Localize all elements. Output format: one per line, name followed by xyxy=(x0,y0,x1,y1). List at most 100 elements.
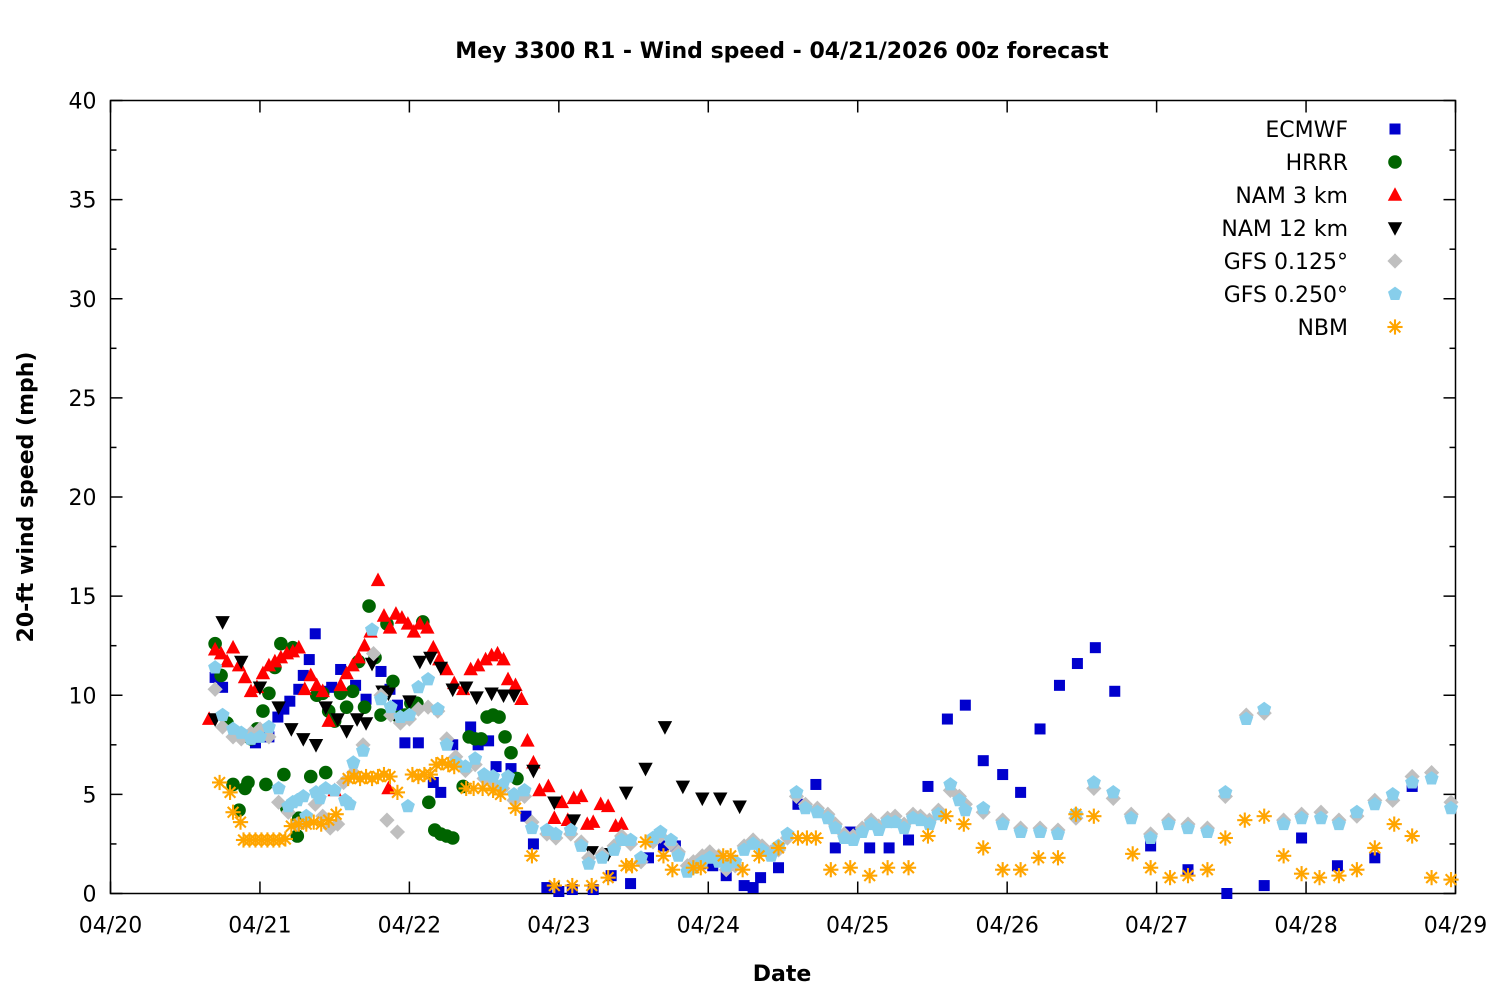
ECMWF-point xyxy=(1296,832,1308,844)
x-axis-tick-labels: 04/20 04/21 04/22 04/23 04/24 04/25 04/26 04/27… xyxy=(79,914,1487,939)
HRRR-point xyxy=(492,710,506,724)
NBM-point xyxy=(938,808,954,824)
NBM-legend-marker xyxy=(1387,319,1403,335)
GFS 0.250°-point xyxy=(653,824,668,838)
HRRR-point xyxy=(504,745,518,760)
NAM 12 km-legend-marker xyxy=(1387,222,1403,236)
x-tick-label: 04/21 xyxy=(228,914,291,939)
GFS 0.250°-point xyxy=(234,725,249,739)
ECMWF-point xyxy=(1015,786,1027,798)
ECMWF-point xyxy=(284,695,296,707)
NBM-point xyxy=(1423,870,1440,886)
legend-entry-ECMWF: ECMWF xyxy=(1265,118,1401,143)
ECMWF-point xyxy=(1221,888,1233,899)
HRRR-point xyxy=(345,684,360,699)
GFS 0.250°-point xyxy=(430,701,445,716)
GFS 0.125°-point xyxy=(389,824,406,840)
GFS 0.250°-point xyxy=(215,707,230,722)
GFS 0.250°-point xyxy=(581,856,596,870)
NBM-point xyxy=(637,834,654,850)
ECMWF-point xyxy=(997,769,1009,781)
NAM 3 km-point xyxy=(309,677,324,692)
NBM-point xyxy=(900,860,917,876)
GFS 0.250°-point xyxy=(1013,824,1028,838)
ECMWF-point xyxy=(587,884,599,896)
NAM 3 km-legend-marker xyxy=(1387,187,1403,201)
GFS 0.250°-point xyxy=(458,759,473,773)
NAM 3 km-point xyxy=(406,624,422,638)
GFS 0.250°-point xyxy=(1314,810,1328,825)
NBM-point xyxy=(1256,808,1272,824)
ECMWF-point xyxy=(829,842,841,854)
NBM-point xyxy=(313,816,329,832)
NBM-point xyxy=(1311,870,1328,886)
GFS 0.250°-point xyxy=(439,737,454,751)
NAM 3 km-point xyxy=(614,816,629,830)
GFS 0.250°-point xyxy=(1405,775,1420,789)
NBM-point xyxy=(770,840,787,856)
ECMWF-point xyxy=(1053,679,1065,691)
legend-entry-GFS 0.250°: GFS 0.250° xyxy=(1224,283,1402,308)
y-tick-label: 0 xyxy=(83,883,97,908)
NAM 12 km-point xyxy=(657,721,673,735)
x-tick-label: 04/22 xyxy=(378,914,441,939)
GFS 0.250°-point xyxy=(411,679,426,694)
ECMWF-point xyxy=(505,763,517,775)
NBM-point xyxy=(995,862,1011,878)
ECMWF-point xyxy=(747,882,759,894)
NAM 3 km-point xyxy=(478,651,493,666)
GFS 0.250°-point xyxy=(342,796,357,811)
NBM-point xyxy=(1404,828,1420,844)
ECMWF-point xyxy=(883,842,895,854)
GFS 0.250°-point xyxy=(820,810,835,825)
NBM-point xyxy=(1367,840,1383,856)
legend-entry-HRRR: HRRR xyxy=(1286,151,1402,176)
GFS 0.250°-point xyxy=(846,832,861,846)
NBM-point xyxy=(823,862,839,878)
GFS 0.250°-point xyxy=(402,707,417,722)
ECMWF-point xyxy=(375,665,387,677)
GFS 0.250°-point xyxy=(1444,800,1459,815)
NBM-point xyxy=(283,818,299,834)
GFS 0.125°-point xyxy=(365,646,382,662)
NAM 3 km-point xyxy=(420,620,435,634)
NBM-point xyxy=(1276,848,1292,864)
NAM 12 km-point xyxy=(484,687,499,702)
NAM 12 km-point xyxy=(271,701,286,715)
NAM 12 km-point xyxy=(308,739,324,753)
GFS 0.125°-point xyxy=(330,816,346,832)
GFS 0.250°-point xyxy=(671,848,686,862)
HRRR-point xyxy=(274,636,288,651)
NAM 12 km-point xyxy=(638,762,653,777)
NBM-point xyxy=(1331,868,1347,884)
NBM-point xyxy=(370,768,386,785)
GFS 0.250°-point xyxy=(952,792,967,807)
NAM 3 km-point xyxy=(412,616,428,630)
GFS 0.250°-point xyxy=(976,800,991,815)
NAM 3 km-point xyxy=(532,782,547,797)
NBM-point xyxy=(446,759,462,775)
GFS 0.250°-point xyxy=(1257,701,1272,716)
NBM-point xyxy=(492,786,509,802)
ECMWF-point xyxy=(303,654,315,666)
GFS 0.250°-point xyxy=(574,838,589,852)
GFS 0.250°-point xyxy=(548,826,563,840)
GFS 0.250°-point xyxy=(1239,711,1254,725)
ECMWF-point xyxy=(1034,723,1046,735)
NBM-point xyxy=(1237,812,1253,828)
GFS 0.250°-point xyxy=(623,832,638,846)
GFS 0.250°-point xyxy=(208,660,223,674)
legend-entry-NAM 12 km: NAM 12 km xyxy=(1221,217,1403,242)
GFS 0.125°-point xyxy=(383,707,399,723)
NAM 3 km-point xyxy=(339,665,354,680)
GFS 0.250°-point xyxy=(524,820,539,835)
ECMWF-point xyxy=(864,842,876,854)
y-tick-label: 15 xyxy=(69,585,97,610)
NAM 12 km-point xyxy=(358,717,374,731)
NBM-point xyxy=(1030,850,1047,866)
GFS 0.250°-point xyxy=(327,783,342,797)
ECMWF-point xyxy=(959,699,971,711)
GFS 0.250°-point xyxy=(1033,824,1048,838)
NBM-point xyxy=(1217,830,1233,846)
HRRR-point xyxy=(498,730,512,744)
